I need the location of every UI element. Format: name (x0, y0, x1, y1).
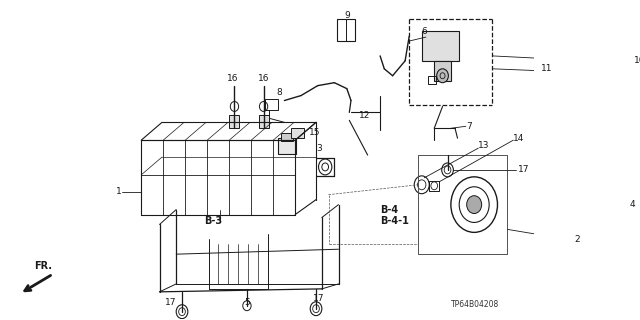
Text: 3: 3 (316, 144, 322, 153)
Text: 7: 7 (466, 122, 472, 131)
Text: FR.: FR. (34, 261, 52, 271)
Text: 2: 2 (574, 235, 580, 244)
Bar (429, 181, 439, 191)
Text: 17: 17 (518, 165, 529, 174)
Text: 12: 12 (359, 111, 371, 120)
Bar (434, 61, 451, 81)
Text: 17: 17 (164, 298, 176, 307)
Text: 5: 5 (244, 298, 250, 307)
Text: 9: 9 (344, 11, 349, 20)
Circle shape (436, 69, 449, 83)
Text: 6: 6 (422, 27, 428, 36)
Text: 8: 8 (276, 88, 282, 97)
Bar (281, 133, 292, 141)
Text: 1: 1 (116, 187, 122, 196)
Text: 13: 13 (478, 140, 490, 150)
Bar (291, 128, 303, 138)
Text: B-3: B-3 (204, 216, 222, 227)
Bar (337, 19, 355, 41)
Text: B-4: B-4 (380, 204, 398, 215)
Text: 4: 4 (630, 200, 636, 209)
Text: B-4-1: B-4-1 (380, 216, 409, 227)
Text: 15: 15 (309, 128, 321, 137)
Text: 16: 16 (227, 74, 239, 83)
Bar (428, 76, 436, 84)
Text: TP64B04208: TP64B04208 (451, 300, 499, 309)
Bar (422, 31, 459, 61)
Bar (230, 116, 239, 128)
Text: 14: 14 (513, 134, 525, 143)
Circle shape (467, 196, 482, 213)
Bar (265, 99, 278, 110)
Bar (417, 155, 508, 254)
Text: 11: 11 (541, 64, 552, 73)
Text: 10: 10 (634, 56, 640, 65)
Text: 16: 16 (258, 74, 269, 83)
Text: 17: 17 (313, 294, 324, 303)
Bar (259, 116, 269, 128)
Bar (278, 138, 296, 154)
